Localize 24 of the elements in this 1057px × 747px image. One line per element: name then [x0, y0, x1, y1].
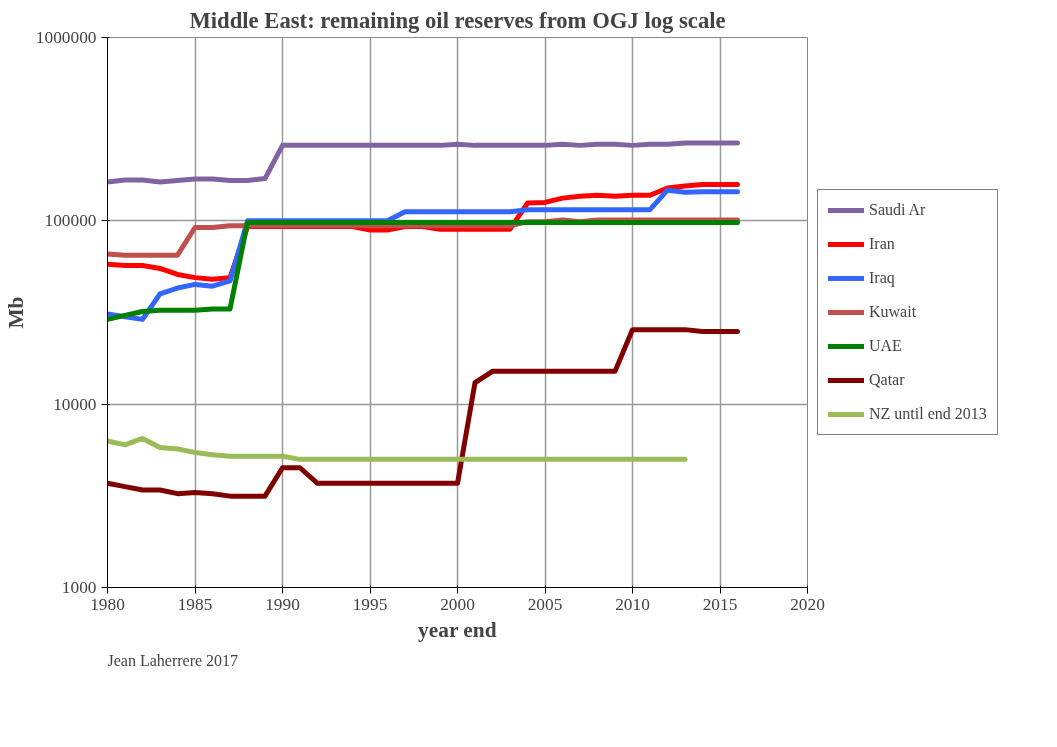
legend-label: Iraq	[869, 269, 895, 287]
x-tick-label: 1985	[177, 594, 213, 614]
legend-label: UAE	[869, 337, 902, 355]
chart-title: Middle East: remaining oil reserves from OGJ log scale	[189, 7, 726, 33]
legend-label: NZ until end 2013	[869, 405, 987, 423]
x-tick-label: 1980	[90, 594, 125, 614]
x-tick-label: 2005	[527, 594, 563, 614]
legend-label: Qatar	[869, 371, 905, 389]
x-tick-label: 2015	[702, 594, 738, 614]
y-tick-label: 10000	[53, 394, 97, 414]
x-axis-title: year end	[418, 617, 497, 642]
x-tick-label: 2020	[790, 594, 825, 614]
y-axis-title: Mb	[3, 296, 28, 329]
legend-label: Iran	[869, 235, 895, 253]
y-tick-label: 1000	[61, 578, 97, 597]
x-tick-label: 2000	[440, 594, 475, 614]
x-tick-label: 1990	[265, 594, 300, 614]
x-tick-label: 2010	[615, 594, 650, 614]
legend-label: Kuwait	[869, 303, 917, 321]
y-tick-label: 1000000	[35, 28, 97, 47]
legend-label: Saudi Ar	[869, 201, 926, 219]
text: Jean Laherrere 2017	[107, 651, 239, 669]
x-tick-label: 1995	[352, 594, 388, 614]
y-tick-label: 100000	[44, 211, 97, 231]
